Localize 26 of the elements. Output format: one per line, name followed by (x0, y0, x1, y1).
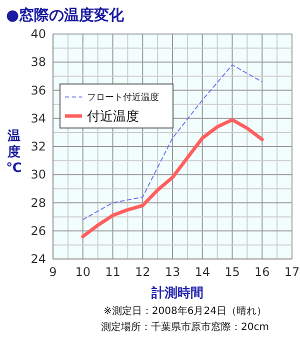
y-tick-label: 38 (30, 55, 46, 70)
x-axis-title: 計測時間 (150, 285, 204, 301)
x-tick-label: 13 (164, 265, 180, 279)
y-tick-label: 24 (30, 252, 46, 266)
text: 測定場所：千葉県市原市窓際：20cm (101, 321, 269, 333)
y-tick-label: 34 (30, 111, 46, 126)
y-tick-label: 26 (30, 224, 46, 238)
y-tick-label: 32 (30, 140, 46, 154)
x-tick-label: 16 (254, 265, 270, 279)
line-series (82, 64, 263, 220)
x-tick-label: 11 (105, 265, 120, 279)
y-tick-label: 30 (30, 168, 46, 182)
legend-label: フロート付近温度 (87, 92, 159, 104)
x-tick-label: 9 (49, 265, 57, 279)
y-tick-label: 36 (30, 83, 46, 98)
x-tick-label: 15 (224, 265, 240, 279)
y-axis-title: 温度℃ (6, 129, 22, 176)
y-tick-label: 28 (30, 196, 46, 210)
y-tick-label: 40 (30, 27, 46, 41)
legend-label: 付近温度 (86, 108, 139, 125)
text: ※測定日：2008年6月24日（晴れ） (104, 305, 266, 317)
chart-title: ●窓際の温度変化 (6, 6, 126, 24)
x-tick-label: 14 (194, 265, 210, 279)
x-tick-label: 17 (284, 265, 300, 279)
x-tick-label: 12 (134, 265, 150, 279)
x-tick-label: 10 (75, 265, 91, 279)
